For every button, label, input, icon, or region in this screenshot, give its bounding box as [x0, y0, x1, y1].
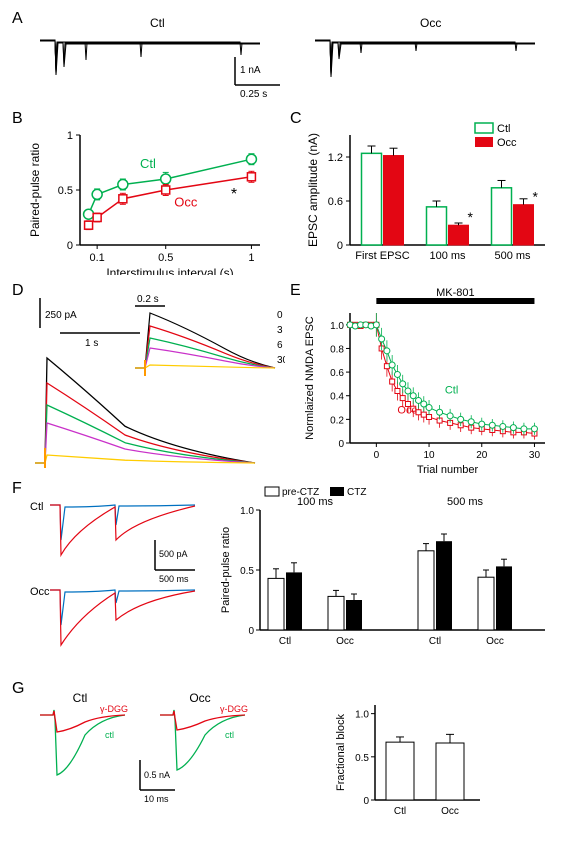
- svg-text:*: *: [231, 186, 237, 203]
- svg-text:0: 0: [277, 310, 283, 321]
- panel-d-label: D: [12, 282, 24, 300]
- svg-text:Occ: Occ: [30, 586, 50, 598]
- panel-g-traces: Ctl γ-DGG ctl Occ γ-DGG ctl 0.5 nA 10 ms: [25, 690, 315, 840]
- svg-text:100 ms: 100 ms: [429, 250, 466, 262]
- svg-text:10 ms: 10 ms: [144, 794, 169, 804]
- svg-text:3: 3: [277, 325, 283, 336]
- svg-text:Paired-pulse ratio: Paired-pulse ratio: [220, 527, 232, 613]
- svg-text:Ctl: Ctl: [73, 691, 88, 705]
- svg-text:Normlaized NMDA EPSC: Normlaized NMDA EPSC: [304, 316, 316, 440]
- svg-text:Interstimulus interval (s): Interstimulus interval (s): [106, 266, 233, 275]
- svg-text:0.5: 0.5: [355, 753, 369, 764]
- svg-text:Ctl: Ctl: [279, 636, 291, 647]
- svg-text:0: 0: [374, 450, 380, 461]
- svg-text:0.2: 0.2: [330, 415, 344, 426]
- svg-text:500 ms: 500 ms: [447, 496, 484, 508]
- svg-text:0.2 s: 0.2 s: [137, 294, 159, 305]
- svg-text:γ-DGG: γ-DGG: [220, 704, 248, 714]
- svg-text:*: *: [468, 209, 474, 225]
- svg-text:0.5: 0.5: [58, 185, 73, 197]
- panel-f-traces: Ctl Occ 500 pA 500 ms: [25, 485, 210, 665]
- svg-text:Occ: Occ: [486, 636, 504, 647]
- svg-text:Ctl: Ctl: [445, 384, 458, 396]
- svg-text:Ctl: Ctl: [497, 123, 510, 135]
- svg-text:Fractional block: Fractional block: [335, 713, 347, 791]
- svg-text:ctl: ctl: [225, 730, 234, 740]
- svg-text:500 ms: 500 ms: [159, 574, 189, 584]
- svg-text:30: 30: [277, 355, 285, 366]
- svg-text:First EPSC: First EPSC: [355, 250, 409, 262]
- svg-text:CTZ: CTZ: [347, 487, 366, 498]
- panel-a-ctl-title: Ctl: [150, 16, 165, 30]
- panel-f-chart: 00.51.0Paired-pulse ratioCtlOccCtlOcc100…: [215, 485, 555, 665]
- svg-text:1: 1: [67, 130, 73, 142]
- svg-text:0.4: 0.4: [330, 392, 344, 403]
- panel-a-traces: Ctl 1 nA 0.25 s Occ: [30, 15, 550, 105]
- panel-f-label: F: [12, 480, 22, 498]
- svg-text:20: 20: [476, 450, 488, 461]
- svg-text:ctl: ctl: [105, 730, 114, 740]
- svg-text:Occ: Occ: [497, 137, 517, 149]
- panel-b-chart: 0 0.5 1 0.1 0.5 1 Paired-pulse ratio Interstimu…: [25, 115, 275, 275]
- svg-text:0: 0: [337, 240, 343, 252]
- svg-text:Occ: Occ: [174, 195, 198, 210]
- svg-text:0: 0: [248, 626, 254, 637]
- svg-text:1.0: 1.0: [240, 506, 254, 517]
- svg-text:0: 0: [67, 240, 73, 252]
- svg-text:Occ: Occ: [189, 691, 210, 705]
- panel-c-label: C: [290, 110, 302, 128]
- svg-text:0.8: 0.8: [330, 344, 344, 355]
- svg-text:pre-CTZ: pre-CTZ: [282, 487, 319, 498]
- svg-text:10: 10: [423, 450, 435, 461]
- svg-text:0.6: 0.6: [330, 368, 344, 379]
- svg-text:0.5: 0.5: [158, 252, 173, 264]
- panel-a-scale-y: 1 nA: [240, 65, 261, 76]
- svg-text:Ctl: Ctl: [30, 501, 43, 513]
- panel-b-label: B: [12, 110, 23, 128]
- svg-text:0.5 nA: 0.5 nA: [144, 770, 170, 780]
- svg-text:0: 0: [338, 439, 344, 450]
- svg-text:1.0: 1.0: [330, 321, 344, 332]
- svg-text:1.2: 1.2: [328, 152, 343, 164]
- svg-text:6: 6: [277, 340, 283, 351]
- panel-a-occ-title: Occ: [420, 16, 441, 30]
- svg-text:1: 1: [248, 252, 254, 264]
- figure-container: A Ctl 1 nA 0.25 s Occ B 0 0.5 1 0.1 0.5 1 Pair…: [10, 10, 553, 843]
- svg-text:250 pA: 250 pA: [45, 310, 77, 321]
- svg-text:Trial number: Trial number: [417, 464, 479, 473]
- svg-text:*: *: [533, 189, 539, 205]
- svg-text:1.0: 1.0: [355, 710, 369, 721]
- svg-text:Ctl: Ctl: [140, 156, 156, 171]
- svg-text:MK-801: MK-801: [436, 288, 475, 299]
- panel-g-label: G: [12, 680, 24, 698]
- svg-text:Ctl: Ctl: [394, 806, 406, 817]
- svg-text:Occ: Occ: [336, 636, 354, 647]
- svg-text:500 ms: 500 ms: [494, 250, 531, 262]
- panel-e-chart: 0 0.2 0.4 0.6 0.8 1.0 0 10 20 30 Normlaized NMDA E…: [300, 288, 555, 473]
- svg-text:EPSC amplitude (nA): EPSC amplitude (nA): [306, 133, 320, 247]
- panel-c-chart: 0 0.6 1.2 EPSC amplitude (nA) First EPSC * 100…: [305, 115, 555, 275]
- svg-text:Ctl: Ctl: [429, 636, 441, 647]
- panel-g-chart: 0 0.5 1.0 Fractional block Ctl Occ: [330, 690, 510, 840]
- svg-text:Occ: Occ: [441, 806, 459, 817]
- svg-text:0.1: 0.1: [89, 252, 104, 264]
- svg-text:500 pA: 500 pA: [159, 549, 188, 559]
- panel-a-scale-x: 0.25 s: [240, 89, 267, 100]
- svg-text:30: 30: [529, 450, 541, 461]
- svg-text:1 s: 1 s: [85, 338, 98, 349]
- svg-text:0.5: 0.5: [240, 566, 254, 577]
- svg-text:0: 0: [363, 796, 369, 807]
- panel-d-traces: 250 pA 1 s 0.2 s 0 3 6 30: [25, 288, 285, 473]
- svg-text:γ-DGG: γ-DGG: [100, 704, 128, 714]
- panel-a-label: A: [12, 10, 23, 28]
- svg-text:Occ: Occ: [397, 404, 417, 416]
- svg-text:Paired-pulse ratio: Paired-pulse ratio: [28, 143, 42, 237]
- svg-text:0.6: 0.6: [328, 196, 343, 208]
